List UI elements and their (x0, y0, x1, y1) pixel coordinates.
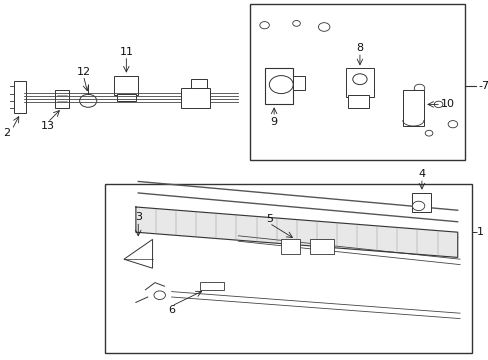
Bar (250, 4, 464, 160)
Text: 2: 2 (2, 128, 10, 138)
Text: 3: 3 (135, 212, 142, 222)
Circle shape (259, 22, 269, 29)
Bar (411, 193, 430, 212)
Text: 12: 12 (76, 67, 90, 77)
Circle shape (80, 94, 97, 107)
Circle shape (413, 84, 424, 92)
Circle shape (269, 76, 293, 94)
Bar (309, 239, 333, 254)
Text: 8: 8 (356, 42, 363, 53)
Circle shape (154, 291, 165, 300)
Circle shape (447, 121, 457, 128)
Bar (117, 94, 136, 101)
Polygon shape (123, 239, 152, 268)
Bar (14, 81, 26, 113)
Bar (200, 282, 224, 290)
Text: -1: -1 (472, 227, 484, 237)
Polygon shape (136, 207, 457, 257)
Bar (104, 184, 471, 353)
Text: 11: 11 (119, 47, 133, 57)
Bar (55, 90, 69, 108)
Bar (181, 88, 209, 108)
Text: 6: 6 (168, 305, 175, 315)
Circle shape (411, 201, 424, 211)
Text: 9: 9 (270, 117, 277, 127)
Bar (402, 90, 424, 126)
Bar (347, 95, 369, 108)
Bar (281, 239, 300, 254)
Text: 4: 4 (418, 168, 425, 179)
Bar (264, 68, 293, 104)
Circle shape (352, 74, 366, 85)
Circle shape (318, 23, 329, 31)
Circle shape (425, 130, 432, 136)
Bar (190, 79, 207, 88)
Text: 10: 10 (440, 99, 454, 109)
Text: 5: 5 (265, 213, 272, 224)
Text: -7: -7 (477, 81, 488, 91)
Text: 13: 13 (41, 121, 55, 131)
Circle shape (292, 21, 300, 26)
Bar (114, 76, 138, 95)
Bar (345, 68, 373, 97)
Circle shape (433, 101, 442, 108)
Bar (293, 76, 305, 90)
